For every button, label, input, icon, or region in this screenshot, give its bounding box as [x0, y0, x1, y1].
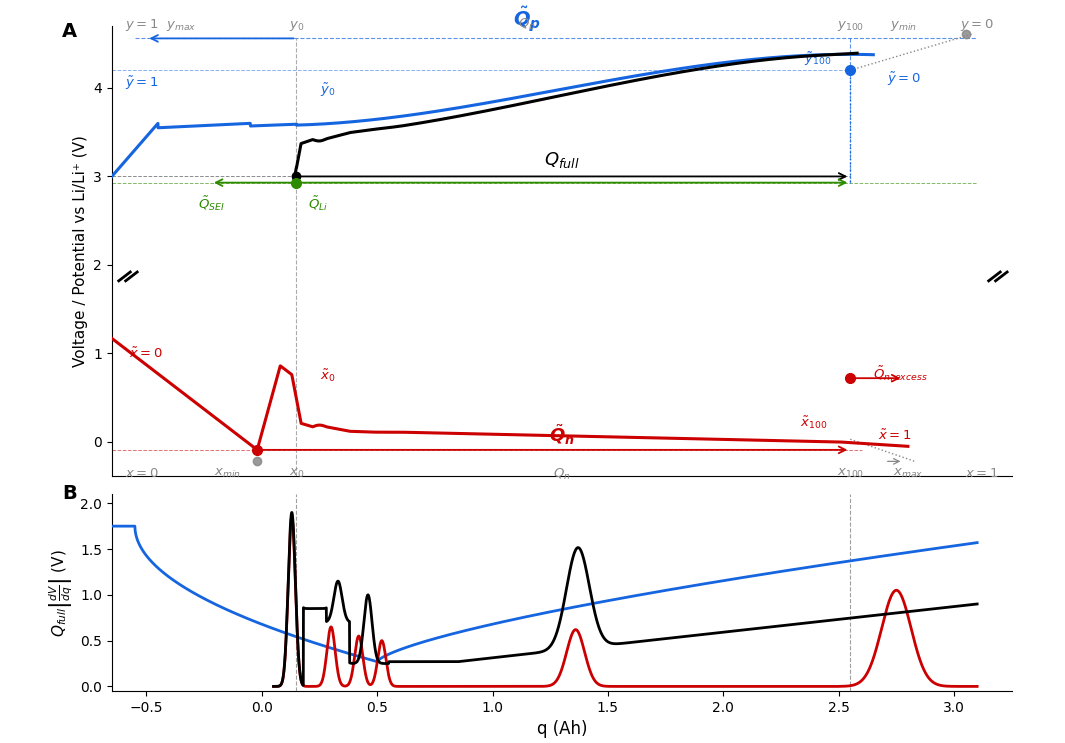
Text: $\tilde{x} = 0$: $\tilde{x} = 0$	[130, 346, 163, 360]
Text: $\tilde{y}_0$: $\tilde{y}_0$	[320, 82, 335, 100]
Text: $\boldsymbol{Q_{full}}$: $\boldsymbol{Q_{full}}$	[544, 150, 579, 170]
Y-axis label: $Q_{full}\left|\frac{dV}{dq}\right|$ (V): $Q_{full}\left|\frac{dV}{dq}\right|$ (V)	[47, 548, 75, 637]
Text: $Q_p$: $Q_p$	[519, 16, 536, 33]
Text: $y = 0$: $y = 0$	[961, 17, 994, 33]
Text: $y_{min}$: $y_{min}$	[889, 19, 917, 33]
Text: $y_0$: $y_0$	[289, 19, 305, 33]
Text: $x_{max}$: $x_{max}$	[892, 467, 923, 480]
Text: $\tilde{y} = 0$: $\tilde{y} = 0$	[887, 71, 921, 88]
X-axis label: q (Ah): q (Ah)	[537, 720, 587, 739]
Text: $\tilde{Q}_{SEI}$: $\tilde{Q}_{SEI}$	[198, 194, 225, 212]
Text: $y_{max}$: $y_{max}$	[166, 19, 196, 33]
Text: $\tilde{x} = 1$: $\tilde{x} = 1$	[878, 429, 912, 443]
Text: $\tilde{Q}_{n,excess}$: $\tilde{Q}_{n,excess}$	[873, 364, 928, 383]
Text: $x = 0$: $x = 0$	[125, 467, 159, 480]
Text: $\tilde{\boldsymbol{Q}}_{\boldsymbol{n}}$: $\tilde{\boldsymbol{Q}}_{\boldsymbol{n}}…	[548, 423, 575, 447]
Text: $\tilde{x}_{100}$: $\tilde{x}_{100}$	[800, 414, 828, 431]
Text: B: B	[63, 484, 77, 503]
Text: $x = 1$: $x = 1$	[965, 467, 999, 480]
Text: $Q_n$: $Q_n$	[553, 467, 571, 481]
Text: $\tilde{\boldsymbol{Q}}_{\boldsymbol{p}}$: $\tilde{\boldsymbol{Q}}_{\boldsymbol{p}}…	[513, 4, 541, 34]
Text: $\tilde{Q}_{Li}$: $\tilde{Q}_{Li}$	[308, 194, 328, 212]
Text: A: A	[63, 22, 78, 41]
Text: $\tilde{y} = 1$: $\tilde{y} = 1$	[125, 75, 159, 92]
Text: $x_{min}$: $x_{min}$	[214, 467, 241, 480]
Y-axis label: Voltage / Potential vs Li/Li⁺ (V): Voltage / Potential vs Li/Li⁺ (V)	[72, 134, 87, 367]
Text: $\tilde{y}_{100}$: $\tilde{y}_{100}$	[804, 51, 832, 68]
Text: $x_0$: $x_0$	[289, 467, 305, 480]
Text: $\tilde{x}_0$: $\tilde{x}_0$	[320, 367, 335, 384]
Text: $x_{100}$: $x_{100}$	[837, 467, 864, 480]
Text: $y = 1$: $y = 1$	[125, 17, 159, 33]
Text: $y_{100}$: $y_{100}$	[837, 19, 864, 33]
